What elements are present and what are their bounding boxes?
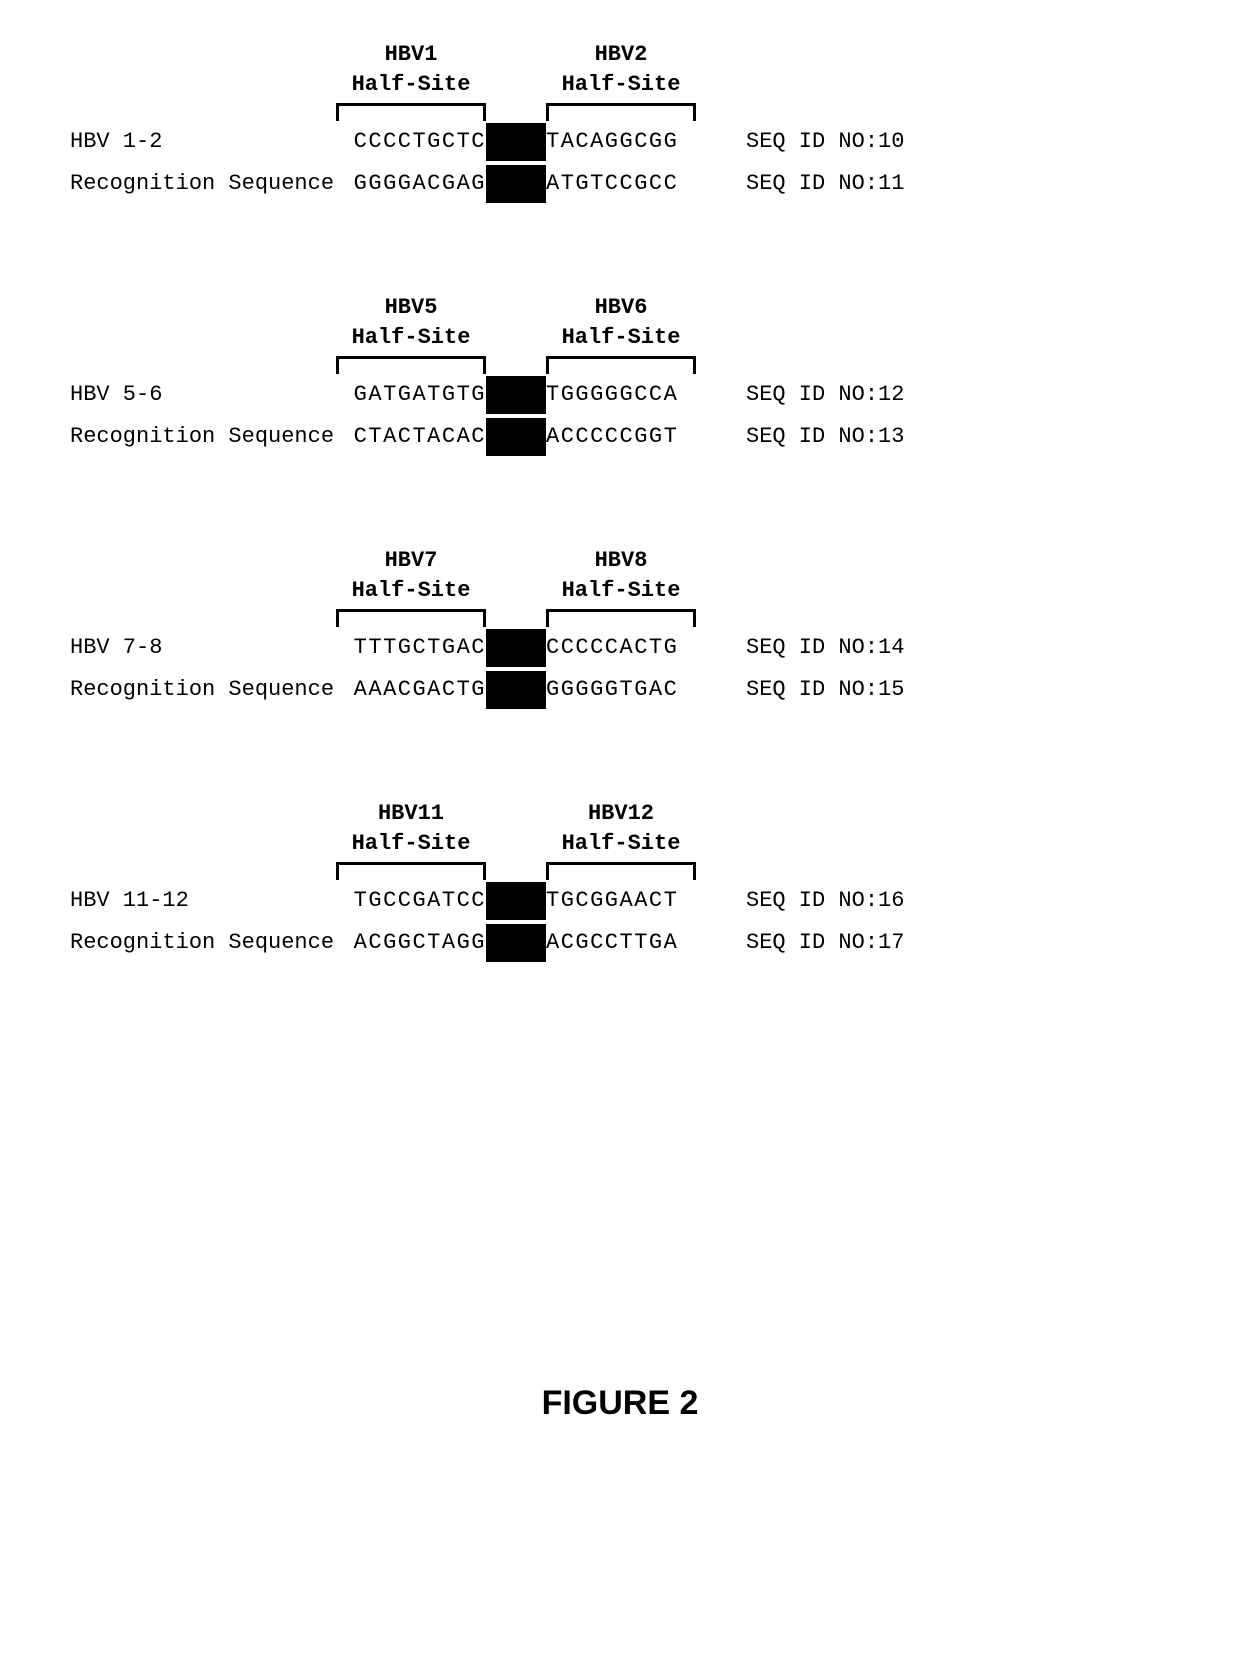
center-black-box xyxy=(486,416,546,458)
halfsite-header-row: HBV11 Half-Site HBV12 Half-Site xyxy=(70,799,1170,858)
seq-top-right: CCCCCACTG xyxy=(546,627,696,669)
row-label-top: HBV 7-8 xyxy=(70,627,336,669)
center-black-box xyxy=(486,880,546,922)
seq-id-bottom: SEQ ID NO:15 xyxy=(746,669,904,711)
halfsite-subheader: Half-Site xyxy=(546,70,696,100)
bracket-row xyxy=(70,352,1170,374)
halfsite-subheader: Half-Site xyxy=(546,323,696,353)
halfsite-right-name: HBV8 xyxy=(546,546,696,576)
sequence-block: HBV11 Half-Site HBV12 Half-Site HBV 11-1… xyxy=(70,799,1170,964)
seq-bot-left: AAACGACTG xyxy=(336,669,486,711)
row-label-top: HBV 1-2 xyxy=(70,121,336,163)
halfsite-left-name: HBV7 xyxy=(336,546,486,576)
center-black-box xyxy=(486,121,546,163)
center-black-box xyxy=(486,374,546,416)
bracket-icon xyxy=(336,862,486,880)
halfsite-left-name: HBV5 xyxy=(336,293,486,323)
seq-id-top: SEQ ID NO:10 xyxy=(746,121,904,163)
halfsite-header-row: HBV7 Half-Site HBV8 Half-Site xyxy=(70,546,1170,605)
row-label-top: HBV 11-12 xyxy=(70,880,336,922)
halfsite-subheader: Half-Site xyxy=(336,70,486,100)
seq-id-top: SEQ ID NO:14 xyxy=(746,627,904,669)
bracket-icon xyxy=(336,609,486,627)
seq-bot-right: GGGGGTGAC xyxy=(546,669,696,711)
row-label-bottom: Recognition Sequence xyxy=(70,163,336,205)
halfsite-subheader: Half-Site xyxy=(336,323,486,353)
seq-id-top: SEQ ID NO:12 xyxy=(746,374,904,416)
seq-id-top: SEQ ID NO:16 xyxy=(746,880,904,922)
spacer xyxy=(486,293,546,352)
seq-bot-left: CTACTACAC xyxy=(336,416,486,458)
seq-bot-right: ACGCCTTGA xyxy=(546,922,696,964)
halfsite-right-header: HBV6 Half-Site xyxy=(546,293,696,352)
seq-bot-left: GGGGACGAG xyxy=(336,163,486,205)
bracket-row xyxy=(70,605,1170,627)
seq-top-left: TGCCGATCC xyxy=(336,880,486,922)
bracket-row xyxy=(70,858,1170,880)
halfsite-right-name: HBV2 xyxy=(546,40,696,70)
bracket-icon xyxy=(336,356,486,374)
seq-id-bottom: SEQ ID NO:11 xyxy=(746,163,904,205)
seq-id-bottom: SEQ ID NO:13 xyxy=(746,416,904,458)
spacer xyxy=(486,799,546,858)
seq-id-bottom: SEQ ID NO:17 xyxy=(746,922,904,964)
figure-title: FIGURE 2 xyxy=(70,1384,1170,1423)
seq-top-left: CCCCTGCTC xyxy=(336,121,486,163)
bracket-icon xyxy=(546,103,696,121)
seq-top-right: TGGGGGCCA xyxy=(546,374,696,416)
seq-top-right: TGCGGAACT xyxy=(546,880,696,922)
sequence-body: HBV 5-6 Recognition Sequence GATGATGTG T… xyxy=(70,374,1170,458)
sequence-body: HBV 1-2 Recognition Sequence CCCCTGCTC T… xyxy=(70,121,1170,205)
seq-top-left: GATGATGTG xyxy=(336,374,486,416)
seq-top-left: TTTGCTGAC xyxy=(336,627,486,669)
row-label-bottom: Recognition Sequence xyxy=(70,669,336,711)
bracket-icon xyxy=(546,356,696,374)
sequence-block: HBV1 Half-Site HBV2 Half-Site HBV 1-2 Re… xyxy=(70,40,1170,205)
sequence-block: HBV7 Half-Site HBV8 Half-Site HBV 7-8 Re… xyxy=(70,546,1170,711)
spacer xyxy=(486,103,546,121)
halfsite-right-header: HBV2 Half-Site xyxy=(546,40,696,99)
seq-bot-right: ATGTCCGCC xyxy=(546,163,696,205)
seq-bot-left: ACGGCTAGG xyxy=(336,922,486,964)
spacer xyxy=(486,40,546,99)
halfsite-subheader: Half-Site xyxy=(546,829,696,859)
halfsite-left-header: HBV1 Half-Site xyxy=(336,40,486,99)
center-black-box xyxy=(486,669,546,711)
halfsite-right-name: HBV6 xyxy=(546,293,696,323)
halfsite-left-header: HBV7 Half-Site xyxy=(336,546,486,605)
halfsite-left-header: HBV11 Half-Site xyxy=(336,799,486,858)
halfsite-header-row: HBV1 Half-Site HBV2 Half-Site xyxy=(70,40,1170,99)
halfsite-left-header: HBV5 Half-Site xyxy=(336,293,486,352)
center-black-box xyxy=(486,627,546,669)
seq-top-right: TACAGGCGG xyxy=(546,121,696,163)
center-black-box xyxy=(486,163,546,205)
sequence-body: HBV 11-12 Recognition Sequence TGCCGATCC… xyxy=(70,880,1170,964)
row-label-bottom: Recognition Sequence xyxy=(70,922,336,964)
spacer xyxy=(486,609,546,627)
sequence-block: HBV5 Half-Site HBV6 Half-Site HBV 5-6 Re… xyxy=(70,293,1170,458)
figure-root: HBV1 Half-Site HBV2 Half-Site HBV 1-2 Re… xyxy=(70,40,1170,964)
sequence-body: HBV 7-8 Recognition Sequence TTTGCTGAC C… xyxy=(70,627,1170,711)
halfsite-right-name: HBV12 xyxy=(546,799,696,829)
halfsite-left-name: HBV11 xyxy=(336,799,486,829)
halfsite-subheader: Half-Site xyxy=(336,576,486,606)
halfsite-subheader: Half-Site xyxy=(336,829,486,859)
halfsite-left-name: HBV1 xyxy=(336,40,486,70)
seq-bot-right: ACCCCCGGT xyxy=(546,416,696,458)
spacer xyxy=(486,546,546,605)
halfsite-right-header: HBV8 Half-Site xyxy=(546,546,696,605)
halfsite-header-row: HBV5 Half-Site HBV6 Half-Site xyxy=(70,293,1170,352)
bracket-row xyxy=(70,99,1170,121)
spacer xyxy=(486,356,546,374)
spacer xyxy=(486,862,546,880)
row-label-top: HBV 5-6 xyxy=(70,374,336,416)
bracket-icon xyxy=(546,609,696,627)
bracket-icon xyxy=(546,862,696,880)
row-label-bottom: Recognition Sequence xyxy=(70,416,336,458)
halfsite-right-header: HBV12 Half-Site xyxy=(546,799,696,858)
bracket-icon xyxy=(336,103,486,121)
halfsite-subheader: Half-Site xyxy=(546,576,696,606)
center-black-box xyxy=(486,922,546,964)
